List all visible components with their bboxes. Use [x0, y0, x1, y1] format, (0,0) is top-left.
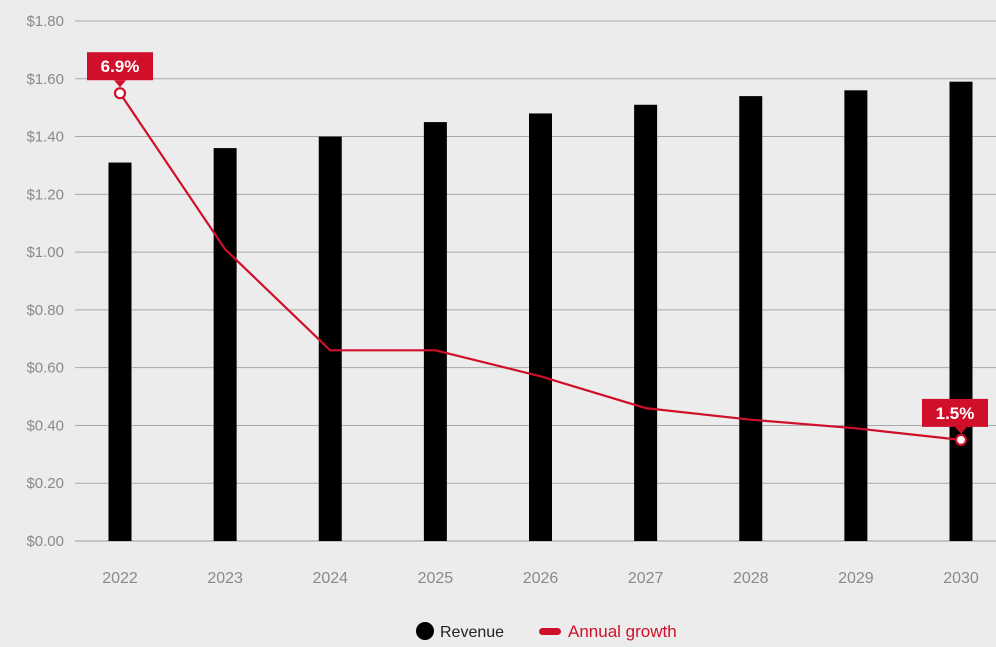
- y-tick-label: $0.20: [26, 475, 64, 492]
- x-tick-label: 2024: [312, 570, 348, 587]
- callout-label: 1.5%: [936, 404, 975, 423]
- growth-marker: [113, 87, 127, 100]
- growth-line: [119, 92, 962, 441]
- legend-growth-label: Annual growth: [568, 622, 677, 641]
- x-tick-label: 2026: [523, 570, 559, 587]
- callout-label: 6.9%: [101, 57, 140, 76]
- revenue-bar: [949, 81, 973, 542]
- y-axis-ticks: $0.00 $0.20 $0.40 $0.60 $0.80 $1.00 $1.20 $1.40…: [26, 13, 64, 550]
- growth-callout: 6.9%: [87, 52, 153, 88]
- revenue-bar: [634, 104, 658, 542]
- x-tick-label: 2022: [102, 570, 138, 587]
- revenue-bar: [108, 162, 132, 542]
- x-tick-label: 2030: [943, 570, 979, 587]
- y-tick-label: $1.20: [26, 186, 64, 203]
- revenue-bar: [213, 148, 237, 541]
- growth-marker: [954, 433, 968, 446]
- revenue-bar: [529, 113, 552, 541]
- x-tick-label: 2027: [628, 570, 664, 587]
- revenue-bar: [844, 90, 868, 541]
- y-tick-label: $1.60: [26, 71, 64, 88]
- x-tick-label: 2023: [207, 570, 243, 587]
- revenue-bars: [108, 81, 973, 542]
- legend: Revenue Annual growth: [416, 622, 677, 641]
- y-tick-label: $1.80: [26, 13, 64, 30]
- x-tick-label: 2025: [418, 570, 454, 587]
- x-axis-ticks: 2022 2023 2024 2025 2026 2027 2028 2029 2030: [102, 570, 979, 587]
- y-tick-label: $1.40: [26, 129, 64, 146]
- revenue-bar: [318, 136, 342, 542]
- revenue-bar: [423, 122, 447, 541]
- callout-pointer: [114, 80, 126, 88]
- y-tick-label: $0.00: [26, 533, 64, 550]
- y-tick-label: $0.80: [26, 302, 64, 319]
- y-tick-label: $0.60: [26, 360, 64, 377]
- legend-revenue-label: Revenue: [440, 624, 504, 641]
- x-tick-label: 2028: [733, 570, 769, 587]
- legend-revenue-swatch: [416, 622, 434, 640]
- legend-growth-swatch: [539, 628, 561, 635]
- callouts: 6.9% 1.5%: [87, 52, 988, 446]
- y-tick-label: $1.00: [26, 244, 64, 261]
- callout-box: [922, 398, 988, 427]
- x-tick-label: 2029: [838, 570, 874, 587]
- y-tick-label: $0.40: [26, 417, 64, 434]
- callout-box: [87, 52, 153, 81]
- revenue-bar: [739, 96, 763, 541]
- growth-line-path: [119, 92, 962, 441]
- callout-pointer: [955, 426, 967, 434]
- growth-callout: 1.5%: [922, 398, 988, 434]
